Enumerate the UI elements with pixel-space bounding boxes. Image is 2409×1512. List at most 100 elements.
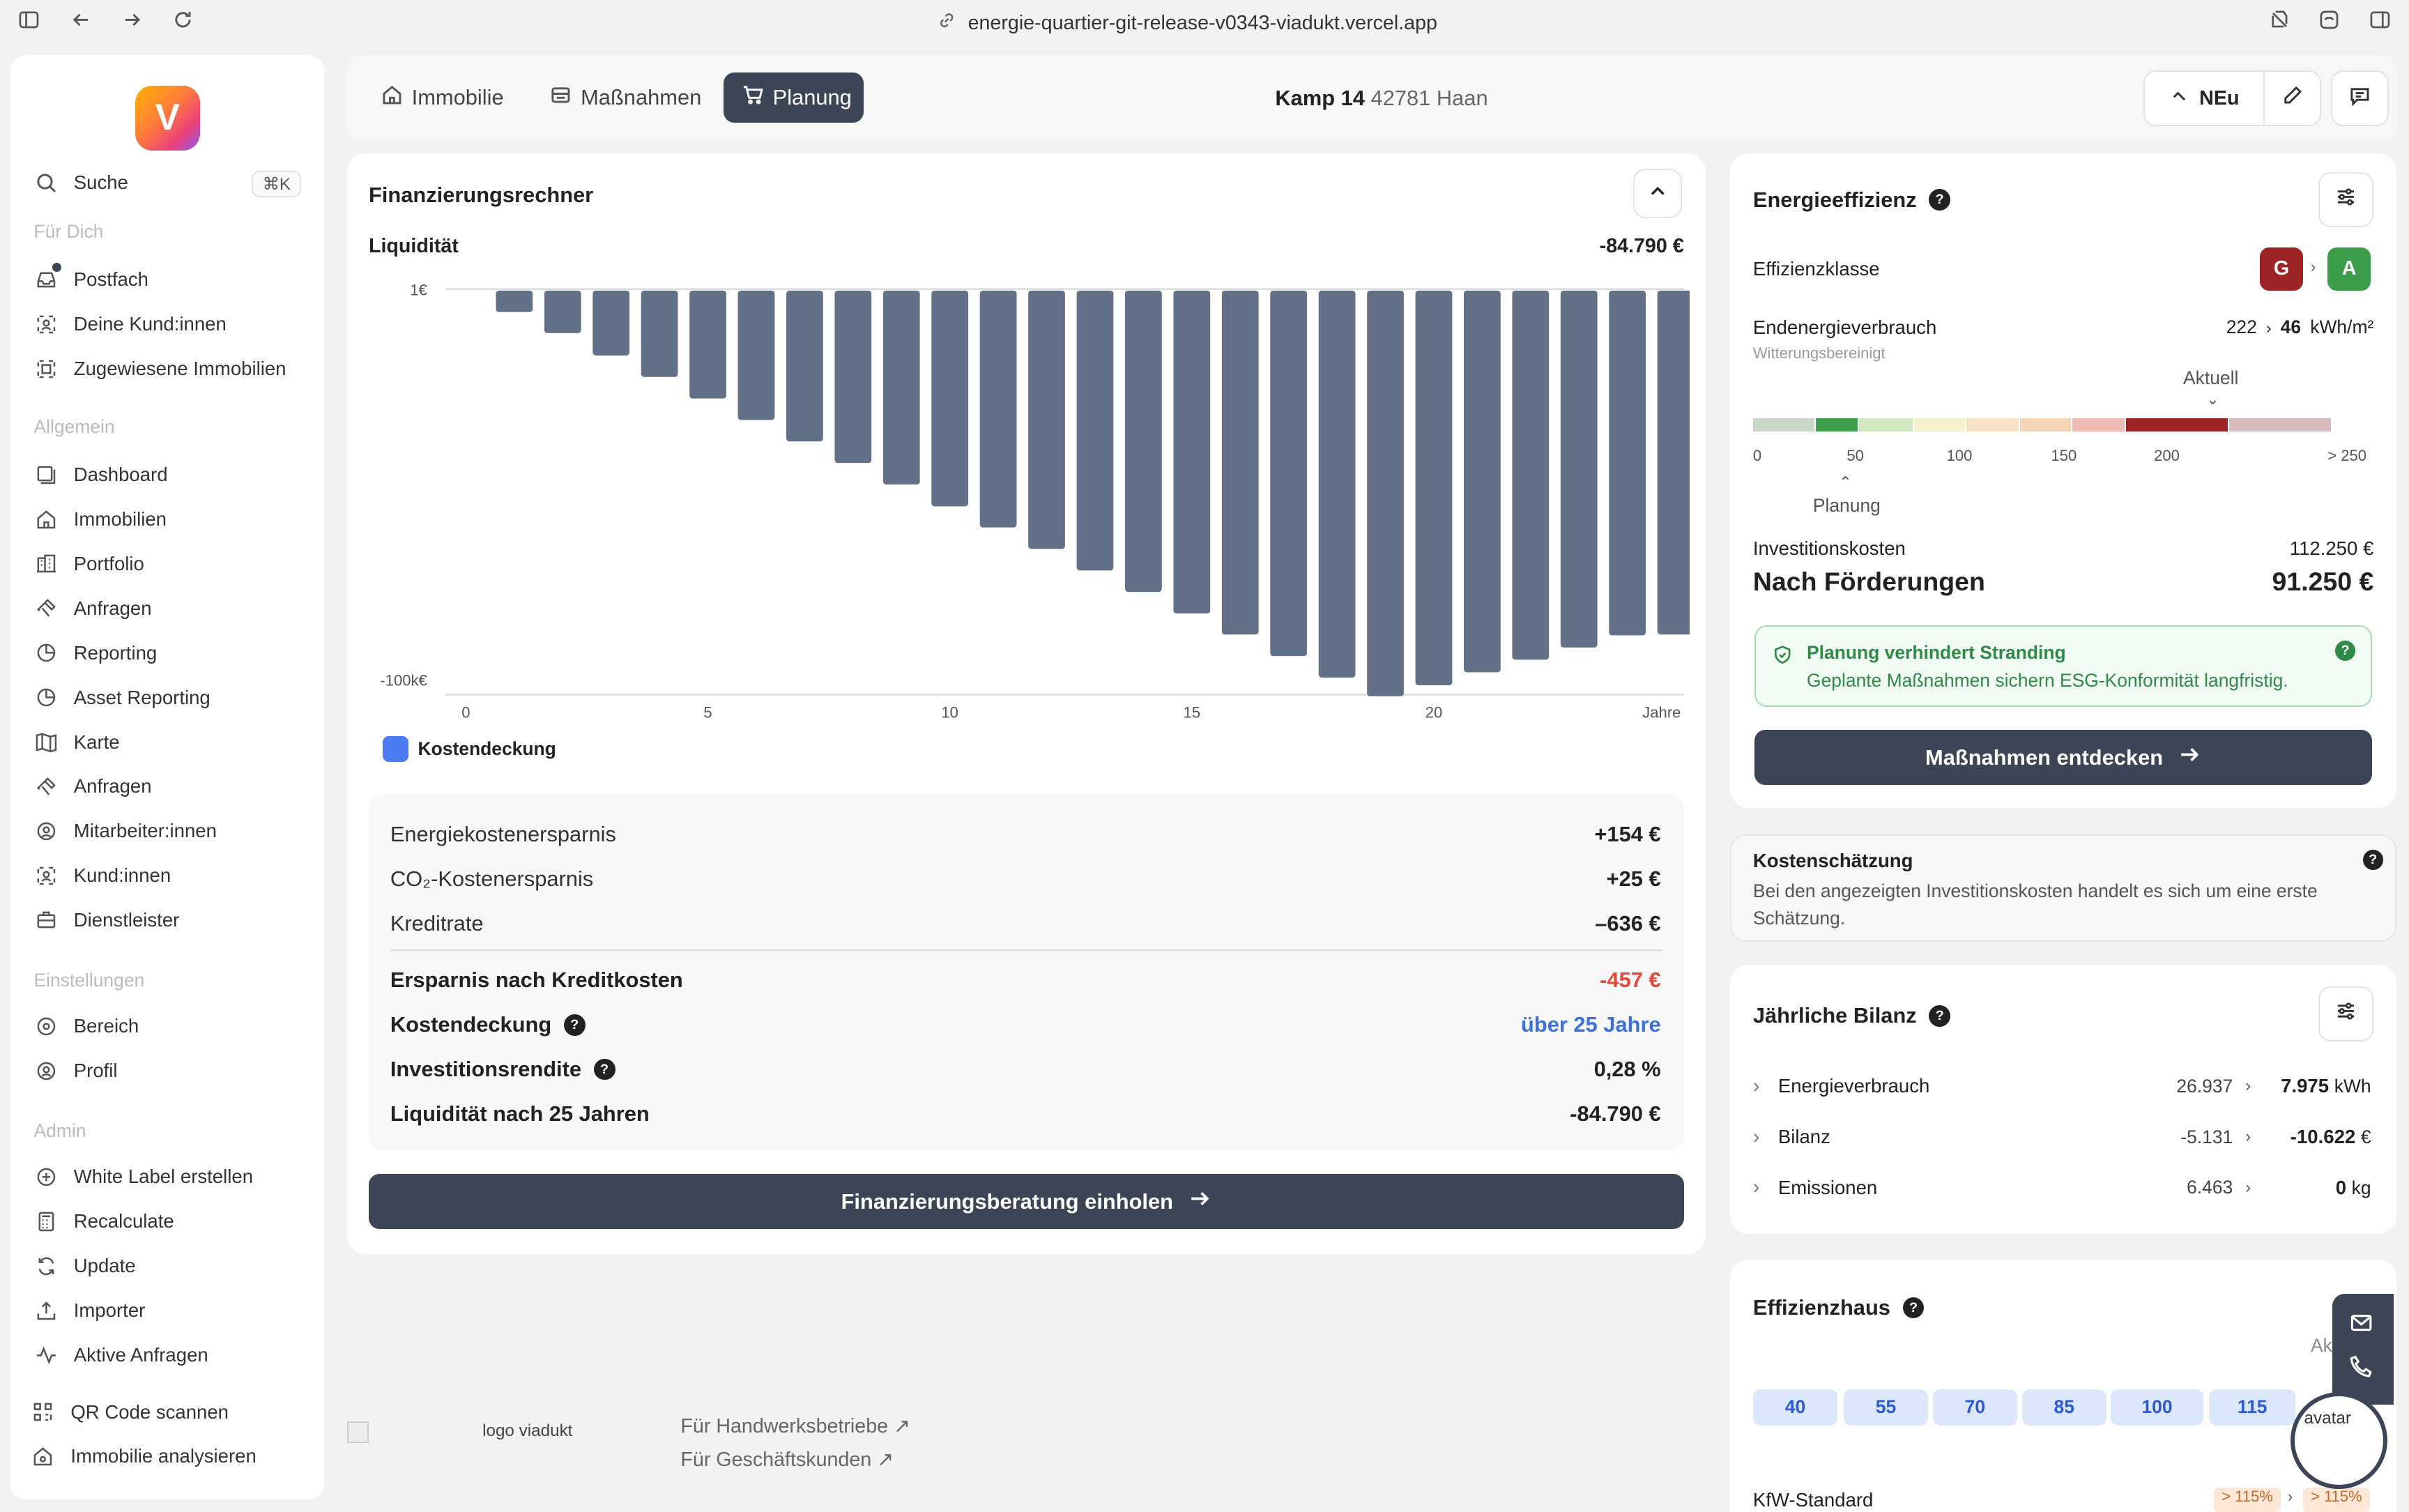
bar-year-24[interactable] [1609, 290, 1646, 636]
bar-year-18[interactable] [1318, 290, 1356, 678]
avatar[interactable]: avatar [2291, 1391, 2388, 1489]
bar-year-5[interactable] [689, 290, 726, 399]
bar-year-11[interactable] [979, 290, 1017, 528]
sidebar-item-update[interactable]: Update [33, 1249, 136, 1283]
scale-segment [1858, 418, 1913, 432]
financing-advice-button[interactable]: Finanzierungsberatung einholen [368, 1173, 1684, 1230]
bar-year-17[interactable] [1270, 290, 1308, 656]
home-icon [381, 84, 403, 112]
bar-year-19[interactable] [1367, 290, 1404, 696]
bar-year-7[interactable] [786, 290, 823, 442]
bilanz-row[interactable]: › Bilanz -5.131 › -10.622 € [1753, 1122, 2373, 1152]
effizienzhaus-level[interactable]: 100 [2111, 1389, 2203, 1426]
bar-year-2[interactable] [544, 290, 581, 333]
sidebar-item-anfragen[interactable]: Anfragen [33, 592, 152, 625]
help-icon[interactable]: ? [593, 1058, 615, 1080]
energy-settings-button[interactable] [2318, 171, 2374, 228]
sidebar-item-bereich[interactable]: Bereich [33, 1009, 139, 1043]
effizienzhaus-partial-label: Ak [2310, 1335, 2332, 1357]
reload-icon[interactable] [169, 9, 197, 37]
bar-year-20[interactable] [1415, 290, 1453, 685]
effizienzhaus-level[interactable]: 55 [1843, 1389, 1929, 1426]
sidebar-item-aktive-anfragen[interactable]: Aktive Anfragen [33, 1338, 208, 1372]
sidebar-item-zugewiesene-immobilien[interactable]: Zugewiesene Immobilien [33, 352, 286, 385]
effizienzhaus-level[interactable]: 85 [2021, 1389, 2106, 1426]
sidebar-item-postfach[interactable]: Postfach [33, 263, 148, 296]
bar-year-22[interactable] [1512, 290, 1550, 660]
address-bar[interactable]: energie-quartier-git-release-v0343-viadu… [938, 9, 1437, 37]
bar-year-3[interactable] [592, 290, 630, 356]
effizienzhaus-level[interactable]: 40 [1752, 1389, 1838, 1426]
bar-year-9[interactable] [882, 290, 920, 484]
bar-year-4[interactable] [641, 290, 678, 377]
collapse-button[interactable] [1632, 169, 1683, 218]
bar-year-8[interactable] [834, 290, 872, 463]
app-logo[interactable]: V [135, 86, 200, 151]
sidebar-item-anfragen[interactable]: Anfragen [33, 770, 152, 803]
bar-year-16[interactable] [1221, 290, 1259, 635]
back-icon[interactable] [68, 9, 95, 37]
sidebar-item-reporting[interactable]: Reporting [33, 636, 157, 669]
summary-row-value: –636 € [1595, 910, 1661, 936]
bar-year-25[interactable] [1657, 290, 1690, 634]
pie-icon [33, 641, 58, 665]
help-icon[interactable]: ? [1902, 1297, 1925, 1319]
help-icon[interactable]: ? [1929, 1005, 1951, 1027]
bar-year-14[interactable] [1124, 290, 1162, 592]
sidebar-item-portfolio[interactable]: Portfolio [33, 547, 144, 581]
estimate-help-icon[interactable]: ? [2362, 849, 2383, 870]
bar-year-21[interactable] [1463, 290, 1501, 673]
sidebar-item-white-label-erstellen[interactable]: White Label erstellen [33, 1160, 253, 1193]
discover-measures-button[interactable]: Maßnahmen entdecken [1754, 729, 2373, 786]
bar-year-6[interactable] [737, 290, 775, 420]
sidebar-item-karte[interactable]: Karte [33, 725, 120, 758]
sidebar-item-recalculate[interactable]: Recalculate [33, 1205, 174, 1238]
link-business[interactable]: Für Geschäftskunden ↗ [680, 1447, 894, 1472]
effizienzhaus-level[interactable]: 70 [1932, 1389, 2017, 1426]
neu-button[interactable]: NEu [2143, 70, 2265, 126]
mail-icon[interactable] [2349, 1311, 2373, 1341]
help-icon[interactable]: ? [563, 1014, 586, 1036]
sidebar-item-mitarbeiter-innen[interactable]: Mitarbeiter:innen [33, 814, 217, 848]
bar-year-23[interactable] [1560, 290, 1598, 648]
alert-help-icon[interactable]: ? [2335, 641, 2355, 661]
bar-year-10[interactable] [931, 290, 969, 507]
efficiency-scale [1752, 418, 2373, 432]
bar-year-1[interactable] [496, 290, 533, 312]
sidebar-item-asset-reporting[interactable]: Asset Reporting [33, 680, 211, 714]
class-from-badge: G [2260, 247, 2303, 291]
search-button[interactable]: Suche [33, 166, 128, 199]
split-view-icon[interactable] [2366, 9, 2394, 37]
sidebar-item-deine-kund-innen[interactable]: Deine Kund:innen [33, 307, 227, 341]
forward-icon[interactable] [118, 9, 146, 37]
sidebar-item-immobilien[interactable]: Immobilien [33, 503, 167, 536]
tab-planung[interactable]: Planung [724, 72, 864, 123]
sidebar-item-importer[interactable]: Importer [33, 1294, 145, 1327]
phone-icon[interactable] [2349, 1354, 2373, 1384]
tab-immobilie[interactable]: Immobilie [362, 72, 522, 123]
tab-massnahmen[interactable]: Maßnahmen [532, 72, 720, 123]
edit-button[interactable] [2263, 70, 2322, 126]
bar-year-12[interactable] [1028, 290, 1065, 549]
help-icon[interactable]: ? [1929, 189, 1951, 211]
bilanz-row[interactable]: › Emissionen 6.463 › 0 kg [1753, 1173, 2373, 1203]
bar-year-13[interactable] [1076, 290, 1114, 571]
sidebar-item-label: Dienstleister [73, 909, 180, 931]
sidebar-toggle-icon[interactable] [15, 9, 43, 37]
sidebar-item-dashboard[interactable]: Dashboard [33, 458, 168, 491]
bar-year-15[interactable] [1173, 290, 1211, 613]
sidebar-item-immobilie-analysieren[interactable]: Immobilie analysieren [31, 1440, 257, 1473]
address-city: 42781 Haan [1370, 86, 1488, 111]
extension-2-icon[interactable] [2316, 9, 2343, 37]
comments-button[interactable] [2330, 70, 2389, 126]
link-craft[interactable]: Für Handwerksbetriebe ↗ [680, 1414, 910, 1438]
sidebar-item-qr-code-scannen[interactable]: QR Code scannen [31, 1395, 229, 1428]
bilanz-settings-button[interactable] [2318, 986, 2374, 1042]
bilanz-row-to: 0 [2335, 1176, 2347, 1198]
sidebar-item-dienstleister[interactable]: Dienstleister [33, 903, 179, 937]
sidebar-item-profil[interactable]: Profil [33, 1054, 118, 1087]
sidebar-item-kund-innen[interactable]: Kund:innen [33, 859, 171, 892]
bilanz-row[interactable]: › Energieverbrauch 26.937 › 7.975 kWh [1753, 1071, 2373, 1101]
extension-icon[interactable] [2266, 9, 2294, 37]
effizienzhaus-level[interactable]: 115 [2209, 1389, 2295, 1426]
